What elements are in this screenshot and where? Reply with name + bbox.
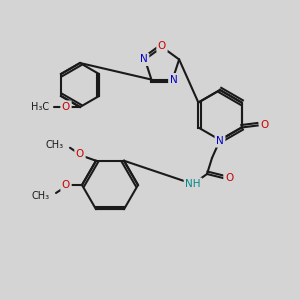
Text: NH: NH bbox=[185, 179, 201, 189]
Text: O: O bbox=[62, 102, 70, 112]
Text: CH₃: CH₃ bbox=[46, 140, 64, 150]
Text: O: O bbox=[158, 41, 166, 51]
Text: H₃C: H₃C bbox=[31, 102, 49, 112]
Text: N: N bbox=[216, 136, 224, 146]
Text: O: O bbox=[76, 149, 84, 159]
Text: O: O bbox=[260, 121, 269, 130]
Text: O: O bbox=[225, 173, 233, 183]
Text: O: O bbox=[62, 180, 70, 190]
Text: CH₃: CH₃ bbox=[32, 191, 50, 201]
Text: N: N bbox=[170, 75, 178, 85]
Text: N: N bbox=[140, 54, 148, 64]
